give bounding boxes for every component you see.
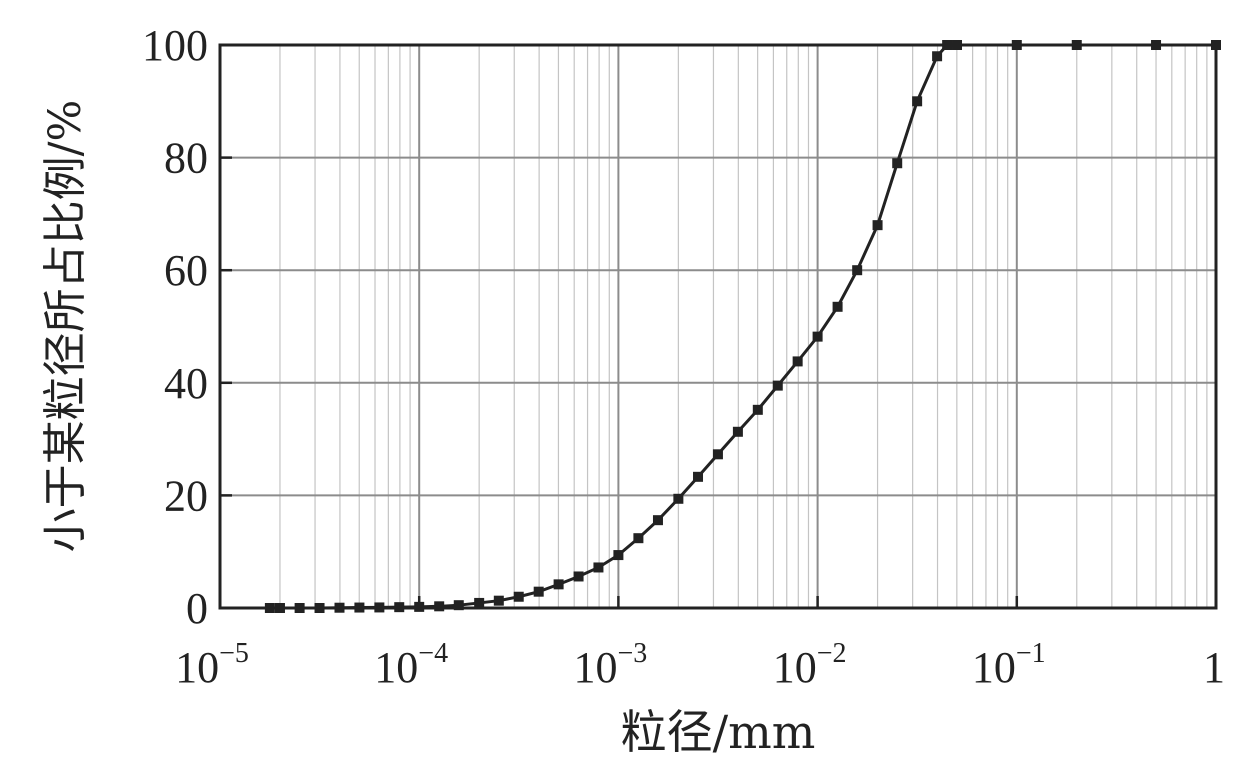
x-tick-label: 10−3 xyxy=(574,638,648,692)
data-point-marker xyxy=(912,96,923,107)
data-point-marker xyxy=(792,356,803,367)
y-axis-title: 小于某粒径所占比例/% xyxy=(40,100,91,553)
series-line xyxy=(269,43,1216,610)
data-point-marker xyxy=(474,597,485,608)
data-point-marker xyxy=(852,265,863,276)
data-point-marker xyxy=(693,471,704,482)
y-tick-labels: 0 20 40 60 80 100 xyxy=(142,21,208,633)
x-tick-label: 10−2 xyxy=(773,638,847,692)
major-grid xyxy=(219,44,1217,609)
data-point-marker xyxy=(712,449,723,460)
data-point-marker xyxy=(673,493,684,504)
data-point-marker xyxy=(633,533,644,544)
data-point-marker xyxy=(652,515,663,526)
minor-grid xyxy=(279,45,1208,608)
x-tick-label: 10−1 xyxy=(972,638,1046,692)
y-tick-label: 20 xyxy=(164,471,208,520)
data-point-marker xyxy=(752,404,763,415)
y-tick-label: 0 xyxy=(186,584,208,633)
y-tick-label: 60 xyxy=(164,246,208,295)
data-point-marker xyxy=(573,571,584,582)
y-tick-label: 80 xyxy=(164,134,208,183)
data-point-marker xyxy=(892,158,903,169)
x-tick-labels: 10−5 10−4 10−3 10−2 10−1 1 xyxy=(175,638,1225,692)
data-point-marker xyxy=(832,301,843,312)
series-layer xyxy=(264,40,1221,613)
data-point-marker xyxy=(732,426,743,437)
data-point-marker xyxy=(493,595,504,606)
data-point-marker xyxy=(872,220,883,231)
data-point-marker xyxy=(932,51,943,62)
x-tick-label: 10−5 xyxy=(175,638,249,692)
data-point-marker xyxy=(812,331,823,342)
data-point-marker xyxy=(513,591,524,602)
data-point-marker xyxy=(434,601,445,612)
data-point-marker xyxy=(453,600,464,611)
plot-frame xyxy=(218,43,1218,610)
x-axis-title: 粒径/mm xyxy=(621,705,816,759)
x-tick-label: 1 xyxy=(1203,643,1225,692)
data-point-marker xyxy=(553,579,564,590)
y-tick-label: 100 xyxy=(142,21,208,70)
data-point-marker xyxy=(593,562,604,573)
data-point-marker xyxy=(613,550,624,561)
data-point-marker xyxy=(533,586,544,597)
tick-marks xyxy=(218,43,1218,610)
y-tick-label: 40 xyxy=(164,359,208,408)
data-point-marker xyxy=(772,380,783,391)
x-tick-label: 10−4 xyxy=(374,638,448,692)
